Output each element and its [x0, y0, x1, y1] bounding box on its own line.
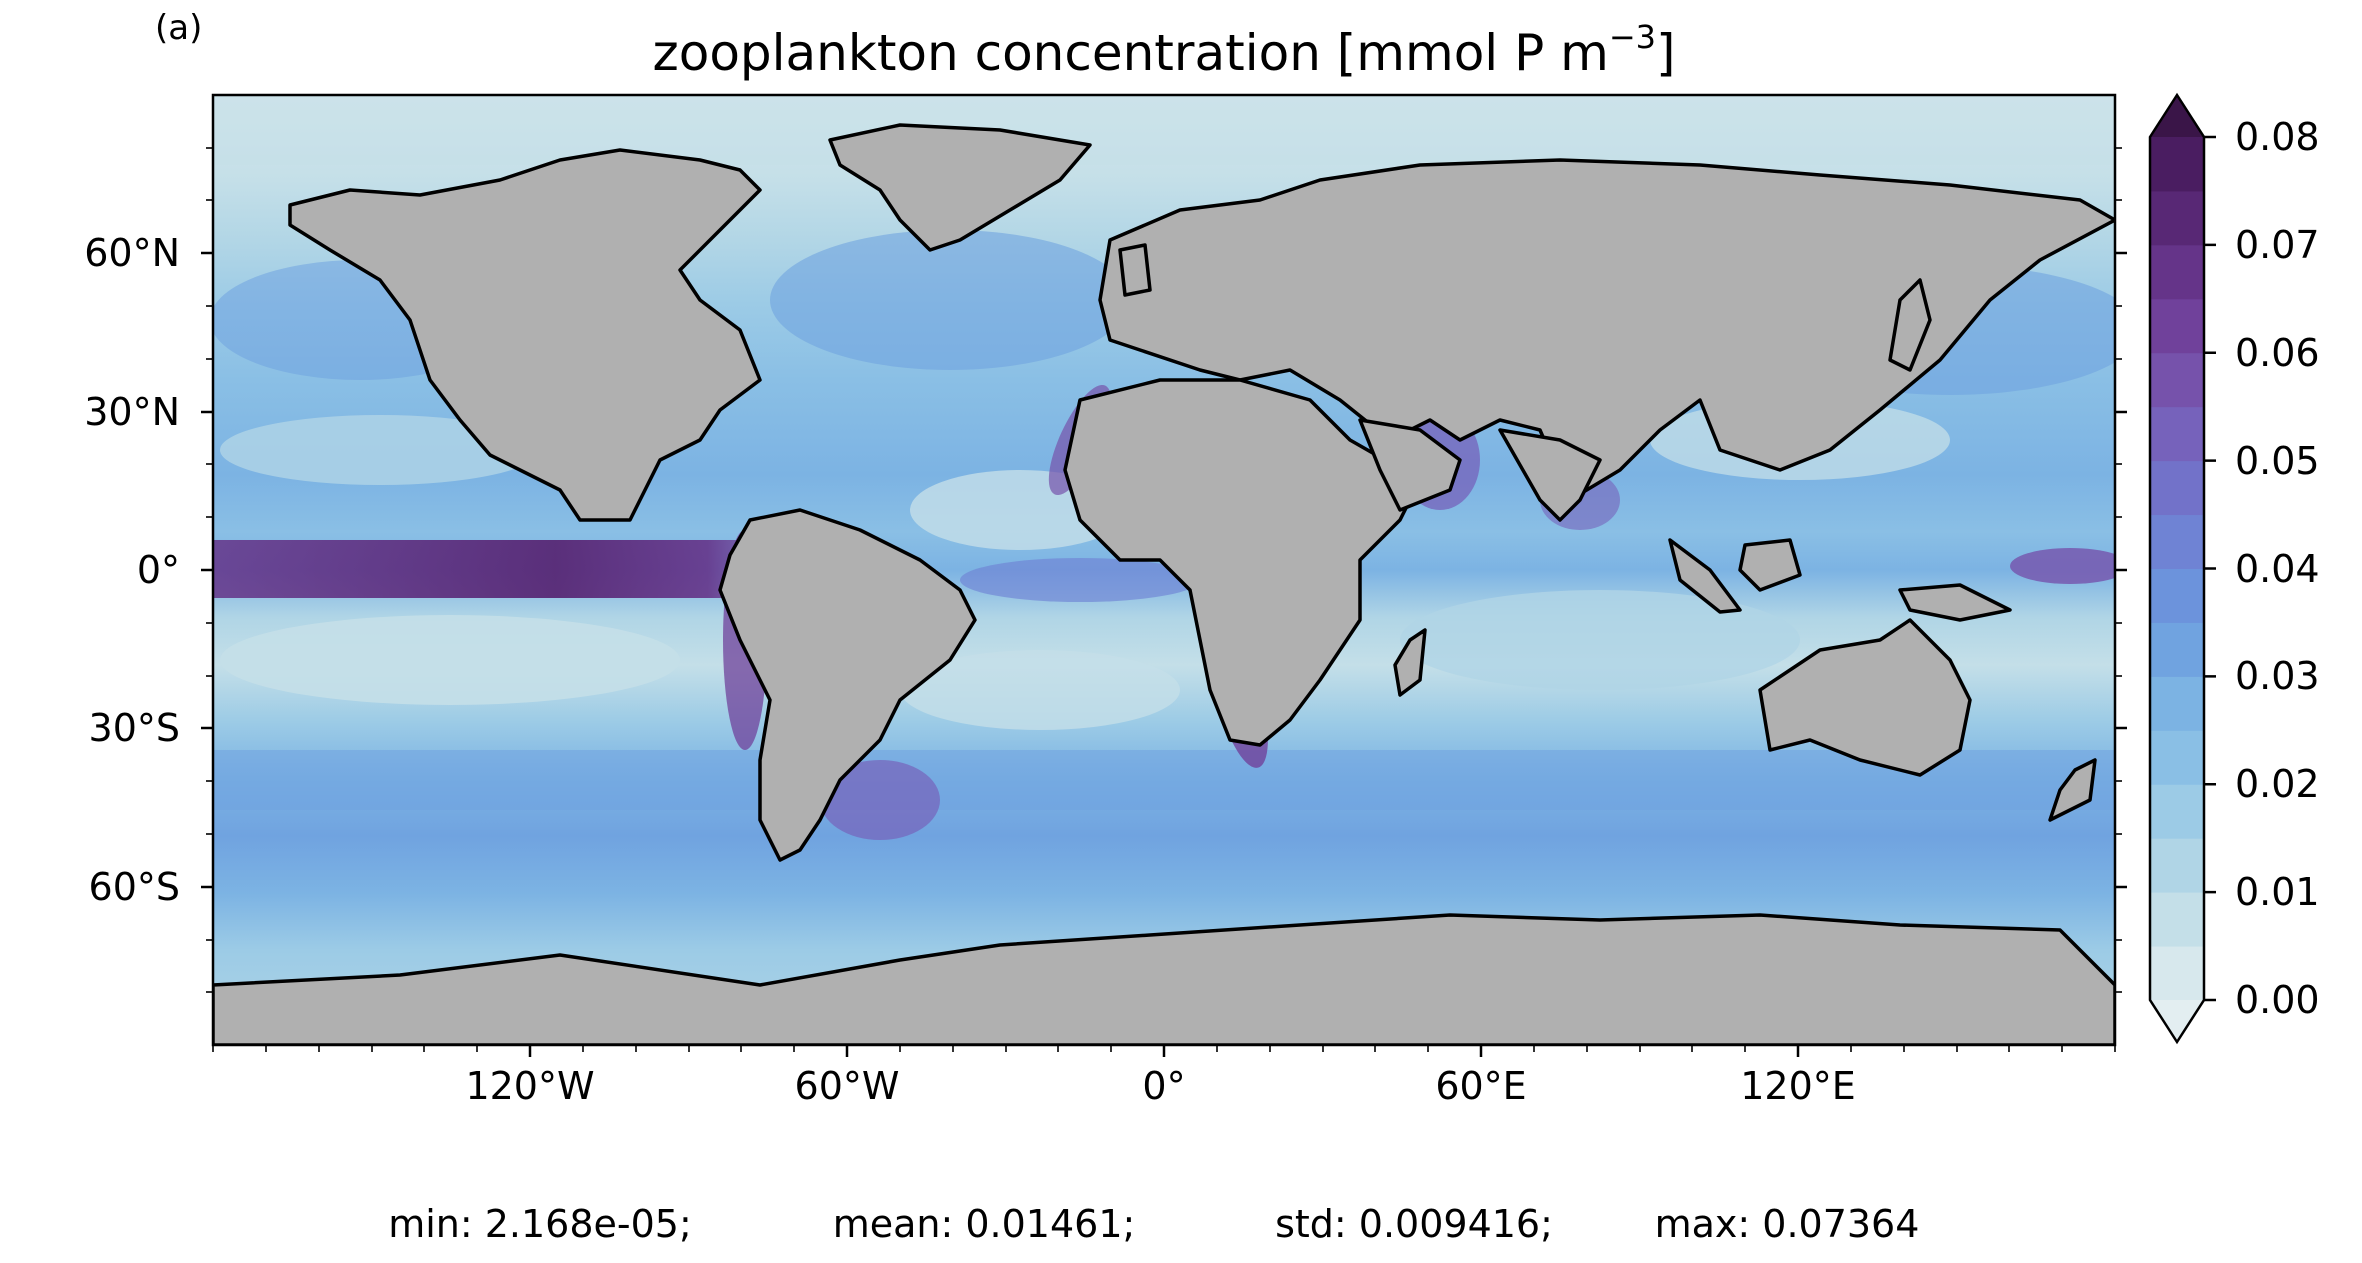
borneo: [1738, 538, 1802, 592]
colorbar-tick-label: 0.07: [2235, 222, 2320, 267]
uk: [1118, 243, 1152, 297]
colorbar-tick-label: 0.06: [2235, 330, 2320, 375]
lon-ticks: [528, 1045, 1800, 1057]
colorbar-level: [2150, 568, 2204, 623]
lat-minor-ticks: [206, 147, 2122, 993]
lon-minor-ticks: [212, 1045, 2116, 1052]
colorbar-tick-label: 0.04: [2235, 546, 2320, 591]
colorbar-level: [2150, 784, 2204, 839]
japan: [1888, 278, 1932, 372]
colorbar-level: [2150, 892, 2204, 947]
sumatra: [1668, 538, 1742, 614]
lat-label-30s: 30°S: [88, 706, 180, 750]
antarctica: [213, 913, 2115, 1045]
colorbar-level: [2150, 622, 2204, 677]
stat-min: min: 2.168e-05;: [388, 1202, 692, 1246]
colorbar-tick-label: 0.08: [2235, 115, 2320, 159]
colorbar-level: [2150, 514, 2204, 569]
colorbar-level: [2150, 460, 2204, 516]
madagascar: [1393, 628, 1427, 697]
lat-label-60n: 60°N: [84, 231, 180, 275]
colorbar-level: [2150, 406, 2204, 462]
panel-label: (a): [155, 8, 203, 48]
landmasses: [213, 123, 2115, 1045]
title-close: ]: [1656, 24, 1676, 82]
lon-label-120w: 120°W: [465, 1064, 595, 1108]
india: [1498, 428, 1602, 522]
lon-label-60e: 60°E: [1435, 1064, 1527, 1108]
new-zealand: [2048, 758, 2097, 822]
chart-title: zooplankton concentration [mmol P m−3]: [652, 18, 1675, 82]
colorbar: [2148, 92, 2216, 1045]
colorbar-tick-label: 0.00: [2235, 978, 2320, 1022]
colorbar-level: [2150, 946, 2204, 1001]
colorbar-tick-label: 0.01: [2235, 870, 2320, 915]
colorbar-level: [2150, 244, 2204, 300]
arabia: [1358, 418, 1462, 512]
colorbar-extend-max: [2150, 95, 2204, 137]
lon-label-120e: 120°E: [1740, 1064, 1856, 1108]
australia: [1758, 618, 1972, 777]
africa: [1063, 378, 1422, 747]
lon-label-60w: 60°W: [794, 1064, 900, 1108]
lat-label-60s: 60°S: [88, 865, 180, 909]
colorbar-level: [2150, 298, 2204, 354]
colorbar-tick-label: 0.03: [2235, 654, 2320, 699]
greenland: [828, 123, 1092, 252]
colorbar-level: [2150, 676, 2204, 731]
colorbar-extend-min: [2150, 1000, 2204, 1042]
eurasia: [1098, 158, 2115, 502]
lon-label-0: 0°: [1142, 1064, 1186, 1108]
colorbar-tick-label: 0.02: [2235, 762, 2320, 807]
stat-std: std: 0.009416;: [1275, 1202, 1553, 1246]
colorbar-level: [2150, 190, 2204, 246]
lat-ticks: [201, 251, 2127, 889]
lat-label-30n: 30°N: [84, 390, 180, 434]
colorbar-level: [2150, 137, 2204, 192]
stat-max: max: 0.07364: [1654, 1202, 1920, 1246]
colorbar-level: [2150, 352, 2204, 408]
new-guinea: [1898, 583, 2012, 622]
title-exponent: −3: [1608, 18, 1657, 56]
stat-mean: mean: 0.01461;: [832, 1202, 1136, 1246]
south-america: [718, 508, 977, 862]
colorbar-level: [2150, 730, 2204, 785]
title-text: zooplankton concentration [mmol P m: [652, 24, 1609, 82]
lat-label-0: 0°: [136, 548, 180, 592]
colorbar-tick-label: 0.05: [2235, 438, 2320, 483]
north-america: [288, 148, 762, 522]
colorbar-level: [2150, 838, 2204, 893]
